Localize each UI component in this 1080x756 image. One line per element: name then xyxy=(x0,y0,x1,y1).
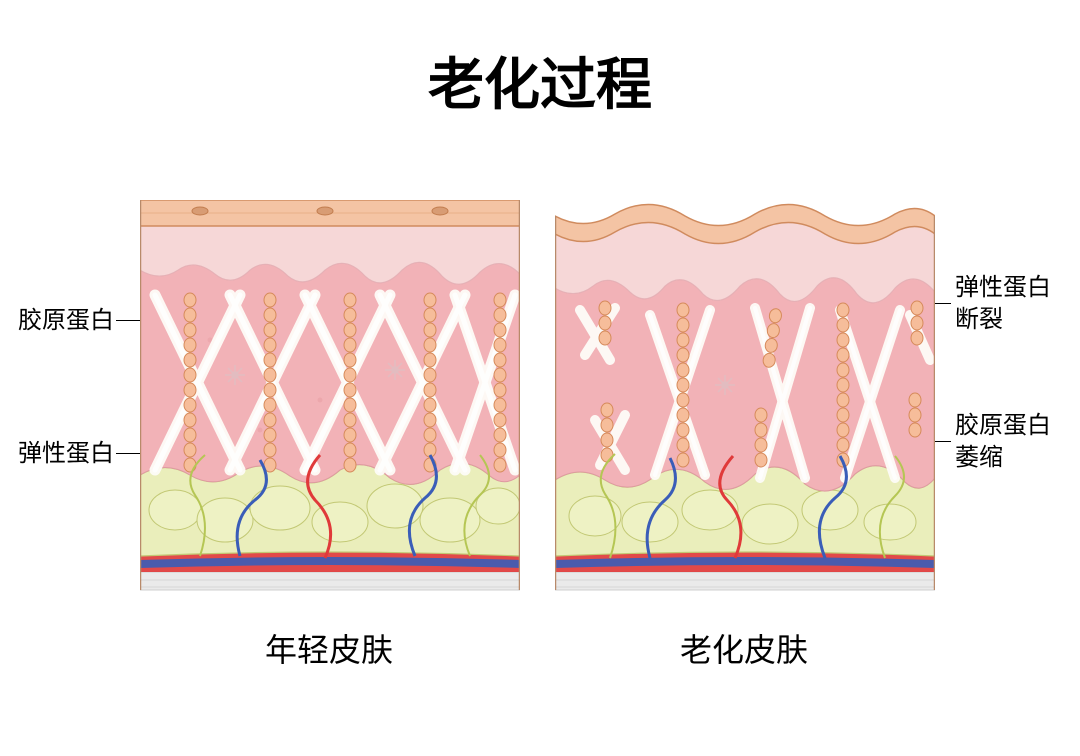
label-collagen-shrink-l1: 胶原蛋白 xyxy=(955,413,1051,439)
label-collagen-shrink: 胶原蛋白 萎缩 xyxy=(955,410,1051,475)
label-elastin-left: 弹性蛋白 xyxy=(18,438,114,470)
label-elastin-broken-l2: 断裂 xyxy=(955,307,1003,333)
pore xyxy=(317,207,333,215)
label-collagen-shrink-l2: 萎缩 xyxy=(955,445,1003,471)
fibroblast-cells xyxy=(715,375,735,395)
skin-panel-aged xyxy=(555,200,935,600)
label-elastin-broken-l1: 弹性蛋白 xyxy=(955,275,1051,301)
label-collagen-left: 胶原蛋白 xyxy=(18,305,114,337)
panel-label-young: 年轻皮肤 xyxy=(265,625,393,671)
label-elastin-broken: 弹性蛋白 断裂 xyxy=(955,272,1051,337)
diagram-title: 老化过程 xyxy=(0,40,1080,121)
pore xyxy=(192,207,208,215)
skin-panel-young xyxy=(140,200,520,600)
panel-label-aged: 老化皮肤 xyxy=(680,625,808,671)
pore xyxy=(432,207,448,215)
